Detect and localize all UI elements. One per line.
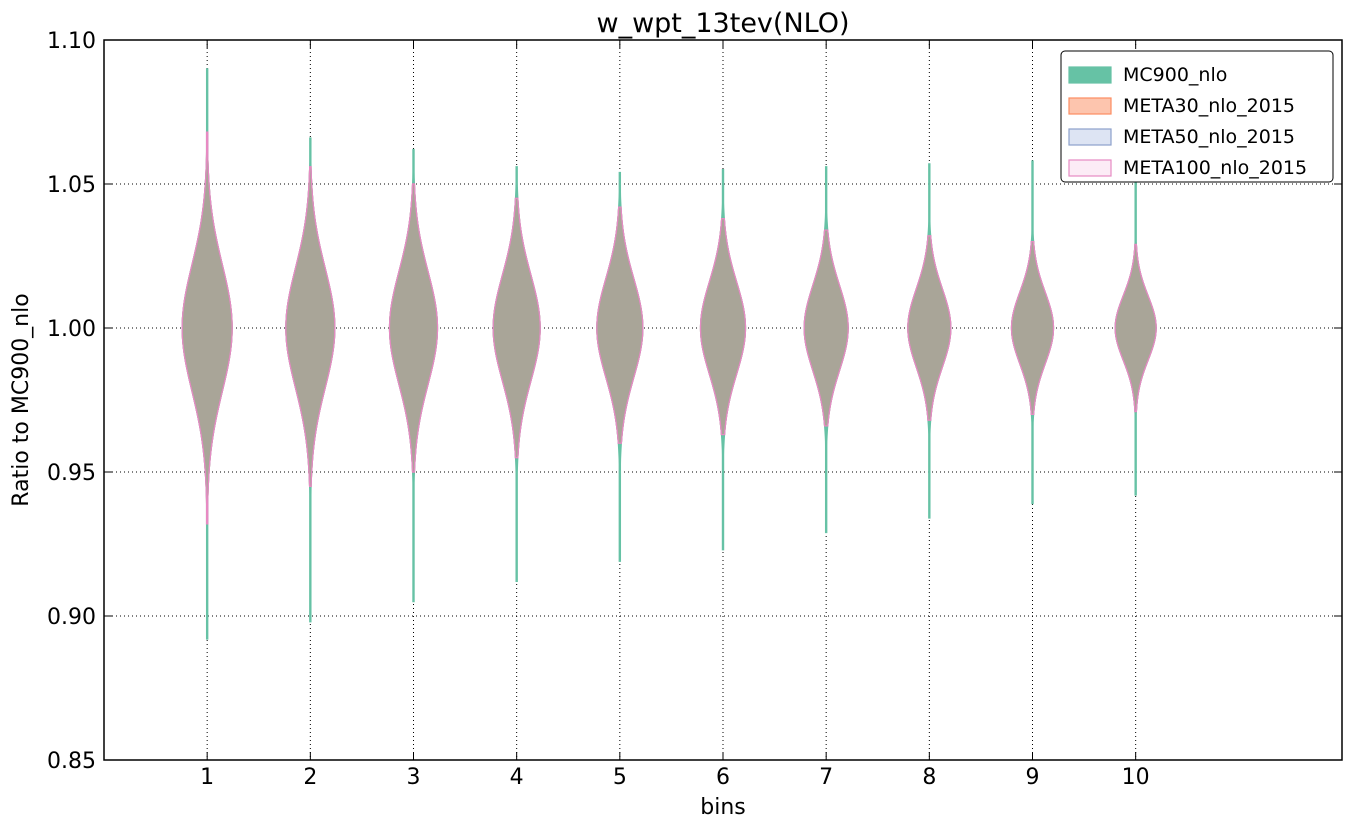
violin-shape [492, 197, 541, 459]
violin-shape [699, 217, 747, 436]
legend: MC900_nlo META30_nlo_2015 META50_nlo_2015 M… [1060, 50, 1334, 183]
x-axis-label: bins [700, 795, 745, 820]
x-tick-label: 1 [200, 765, 214, 790]
x-tick-label: 6 [716, 765, 730, 790]
violin-bin [699, 169, 747, 551]
legend-label: MC900_nlo [1123, 64, 1227, 86]
violin-bin [1010, 160, 1055, 505]
axis-ticks: 0.85 0.90 0.95 1.00 1.05 1.10 1 2 3 4 5 6 7 8 9 10 [47, 29, 1342, 790]
x-tick-label: 7 [819, 765, 833, 790]
violins [181, 68, 1157, 640]
x-tick-label: 4 [510, 765, 524, 790]
violin-bin [181, 68, 233, 640]
x-tick-label: 5 [613, 765, 627, 790]
legend-swatch [1068, 159, 1112, 177]
x-tick-label: 2 [303, 765, 317, 790]
legend-label: META100_nlo_2015 [1123, 157, 1307, 179]
violin-bin [596, 171, 644, 562]
legend-label: META30_nlo_2015 [1123, 95, 1295, 117]
legend-swatch [1068, 97, 1112, 115]
y-tick-label: 1.00 [47, 317, 96, 342]
y-tick-label: 1.05 [47, 173, 96, 198]
violin-shape [181, 131, 233, 525]
y-axis-label: Ratio to MC900_nlo [9, 293, 34, 506]
y-tick-label: 0.90 [47, 605, 96, 630]
legend-label: META50_nlo_2015 [1123, 126, 1295, 148]
violin-bin [1114, 169, 1157, 496]
legend-swatch [1068, 66, 1112, 84]
chart-title: w_wpt_13tev(NLO) [596, 8, 849, 39]
y-tick-label: 0.85 [47, 749, 96, 774]
x-tick-label: 10 [1122, 765, 1150, 790]
violin-bin [285, 137, 336, 623]
violin-bin [803, 166, 849, 534]
x-tick-label: 9 [1026, 765, 1040, 790]
violin-bin [492, 166, 541, 583]
x-tick-label: 3 [407, 765, 421, 790]
legend-box [1060, 50, 1334, 183]
violin-shape [803, 229, 849, 427]
violin-shape [907, 235, 952, 421]
violin-bin [388, 148, 439, 603]
x-tick-label: 8 [922, 765, 936, 790]
violin-shape [388, 183, 439, 473]
legend-swatch [1068, 128, 1112, 146]
violin-bin [907, 163, 952, 519]
violin-shape [1114, 243, 1157, 413]
violin-shape [1010, 241, 1055, 415]
violin-shape [285, 166, 336, 487]
y-tick-label: 1.10 [47, 29, 96, 54]
y-tick-label: 0.95 [47, 461, 96, 486]
violin-shape [596, 206, 644, 444]
